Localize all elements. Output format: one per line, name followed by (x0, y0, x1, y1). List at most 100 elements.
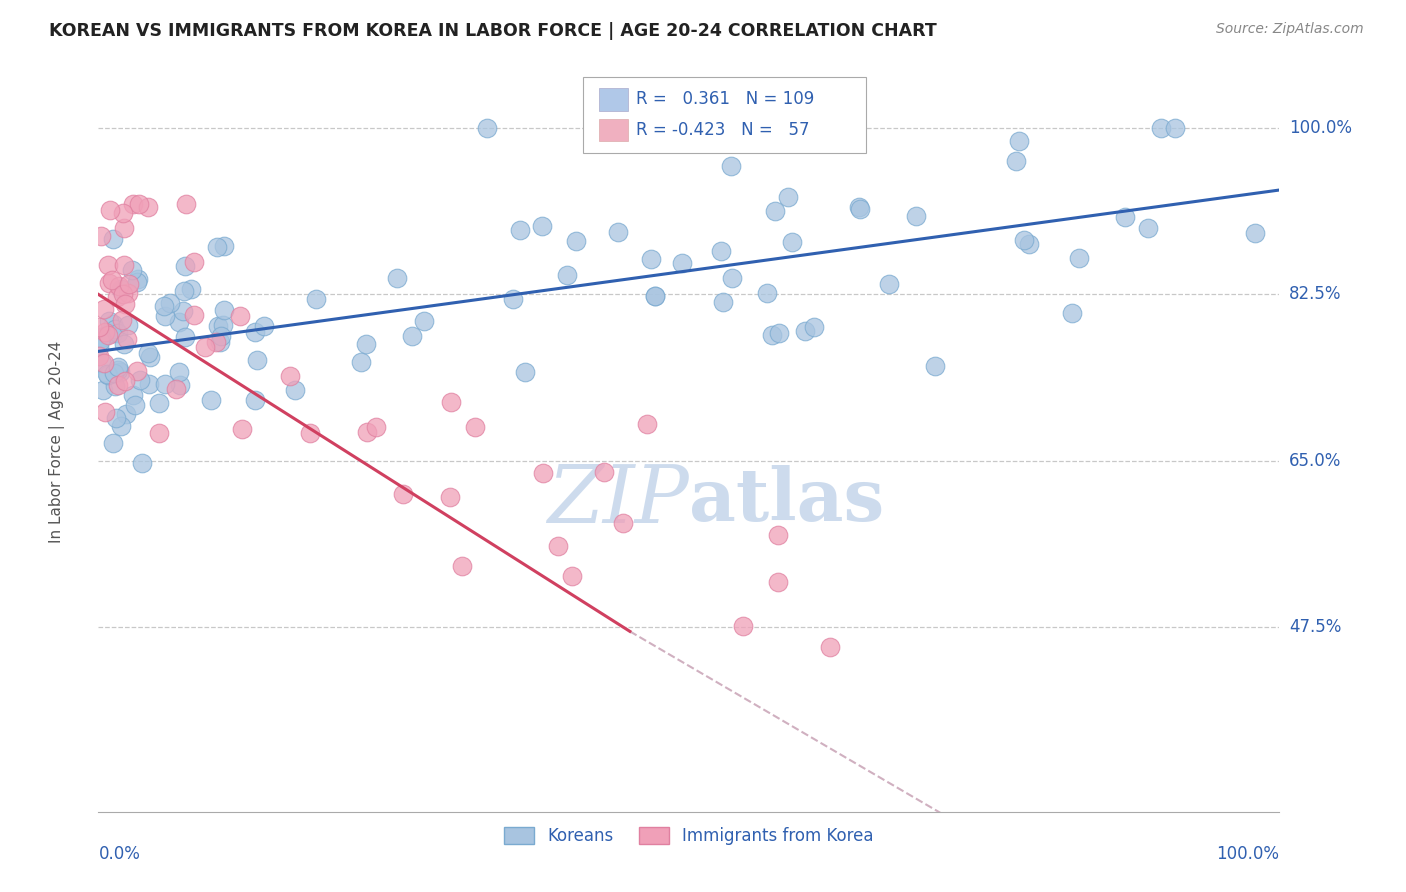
Point (513, 365, 536, 379)
Point (450, 558, 472, 573)
Point (107, 278, 129, 293)
Point (93, 405, 115, 419)
Text: atlas: atlas (689, 466, 884, 536)
Point (93, 302, 115, 317)
Point (766, 527, 789, 541)
Point (153, 299, 176, 313)
Point (924, 359, 946, 374)
Point (710, 244, 733, 258)
Text: Source: ZipAtlas.com: Source: ZipAtlas.com (1216, 22, 1364, 37)
Point (904, 209, 927, 223)
Point (194, 340, 217, 354)
Point (90, 229, 112, 244)
Point (153, 377, 176, 392)
Point (1137, 220, 1160, 235)
Point (110, 419, 132, 434)
Point (200, 393, 222, 408)
Point (877, 277, 900, 292)
Point (169, 378, 191, 392)
Point (366, 419, 388, 434)
Point (128, 197, 150, 211)
Point (138, 201, 160, 215)
FancyBboxPatch shape (599, 119, 627, 141)
Text: KOREAN VS IMMIGRANTS FROM KOREA IN LABOR FORCE | AGE 20-24 CORRELATION CHART: KOREAN VS IMMIGRANTS FROM KOREA IN LABOR… (49, 22, 936, 40)
Point (104, 379, 127, 393)
Point (208, 335, 231, 350)
Point (636, 417, 658, 431)
Point (1164, 121, 1187, 136)
Point (640, 252, 662, 266)
Point (644, 289, 666, 303)
Point (101, 317, 124, 331)
Point (849, 202, 872, 216)
Point (112, 336, 135, 351)
Point (531, 466, 554, 480)
Point (205, 240, 228, 254)
Point (711, 294, 734, 309)
FancyBboxPatch shape (599, 88, 627, 111)
Point (593, 466, 616, 480)
Point (93, 356, 115, 370)
Point (94, 325, 117, 339)
Point (392, 487, 415, 501)
Text: ZIP: ZIP (547, 462, 689, 540)
Point (1114, 210, 1136, 224)
Point (412, 314, 434, 328)
Point (114, 374, 136, 388)
Point (205, 335, 228, 350)
Point (89, 334, 111, 348)
Point (180, 282, 202, 296)
Point (561, 569, 583, 583)
Point (107, 290, 129, 304)
Point (136, 346, 159, 360)
Point (278, 369, 301, 384)
Point (111, 205, 134, 219)
Point (778, 190, 800, 204)
Point (183, 309, 205, 323)
Point (768, 326, 790, 340)
Point (111, 313, 134, 327)
Point (607, 226, 630, 240)
Point (253, 319, 276, 334)
Point (212, 303, 235, 318)
Text: R =   0.361   N = 109: R = 0.361 N = 109 (636, 90, 814, 109)
Point (129, 373, 152, 387)
Point (509, 223, 531, 237)
Point (354, 336, 377, 351)
Point (107, 378, 129, 392)
Point (97, 258, 120, 272)
Point (439, 490, 461, 504)
Text: In Labor Force | Age 20-24: In Labor Force | Age 20-24 (49, 341, 65, 542)
Text: 0.0%: 0.0% (98, 845, 141, 863)
Point (167, 314, 190, 328)
Point (756, 286, 779, 301)
Point (299, 425, 322, 440)
Point (124, 398, 146, 412)
Point (401, 329, 423, 343)
Point (112, 258, 135, 272)
Point (103, 367, 125, 381)
Point (477, 121, 499, 136)
Point (101, 326, 124, 340)
Point (782, 235, 804, 249)
Point (720, 271, 742, 285)
Point (121, 197, 143, 211)
Point (464, 420, 486, 434)
Point (555, 268, 578, 282)
Point (173, 259, 195, 273)
Text: 47.5%: 47.5% (1289, 617, 1341, 636)
Point (1008, 134, 1031, 148)
Point (117, 286, 139, 301)
Point (104, 322, 127, 336)
Point (127, 364, 149, 378)
Point (98, 203, 121, 218)
Point (96, 367, 118, 381)
Point (183, 255, 205, 269)
Point (139, 350, 162, 364)
Point (101, 273, 124, 287)
Point (547, 539, 569, 553)
Point (768, 575, 790, 590)
Point (127, 272, 149, 286)
Point (87, 319, 110, 334)
Text: 65.0%: 65.0% (1289, 451, 1341, 469)
